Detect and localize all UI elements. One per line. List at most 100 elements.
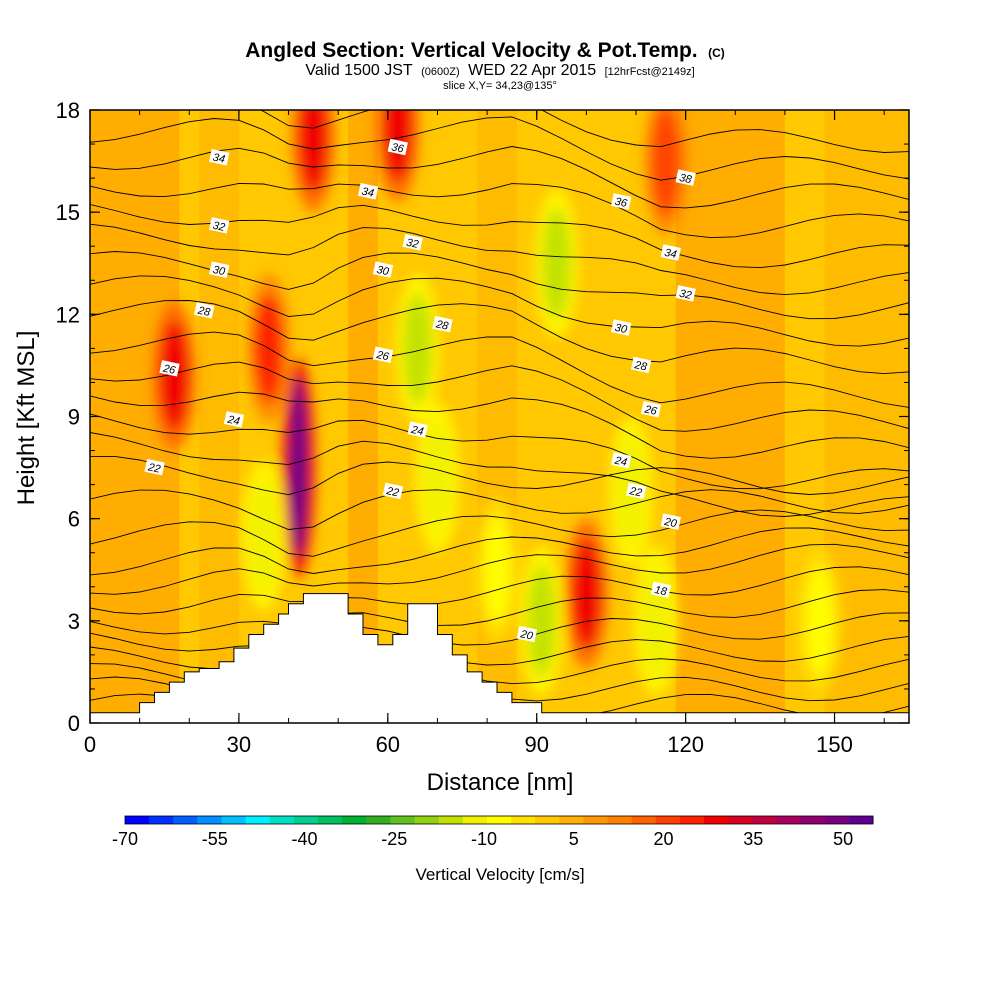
contour-label-box: [630, 356, 652, 374]
x-tick-label: 60: [376, 732, 400, 757]
y-tick-label: 18: [56, 98, 80, 123]
colorbar-frame: [124, 815, 874, 825]
contour-label-box: [209, 217, 230, 234]
contour-label-text: 26: [161, 362, 177, 377]
contour-label-text: 28: [633, 359, 649, 374]
colorbar-swatch: [631, 816, 657, 824]
contour-label-box: [194, 302, 215, 319]
contour-label-text: 32: [405, 237, 419, 251]
contour-label: 28: [432, 315, 453, 333]
contour-label-box: [209, 148, 230, 166]
contour-label: 30: [372, 261, 394, 278]
colorbar-swatch: [848, 816, 874, 824]
colorbar-tick-label: -40: [292, 829, 318, 849]
isentrope-line: [90, 566, 909, 615]
contour-label-box: [640, 400, 662, 418]
contour-label: 32: [402, 234, 423, 251]
y-tick-label: 6: [68, 507, 80, 532]
colorbar-swatch: [607, 816, 633, 824]
contour-label: 34: [660, 244, 681, 261]
colorbar-swatch: [125, 816, 150, 824]
isentrope-line: [90, 489, 909, 530]
contour-label: 30: [611, 319, 632, 336]
colorbar-swatch: [293, 816, 319, 824]
colorbar: [124, 815, 874, 825]
colorbar-tick-label: 35: [743, 829, 763, 849]
contour-label: 26: [372, 346, 394, 364]
contour-label-text: 20: [662, 516, 678, 531]
contour-label-box: [611, 319, 632, 336]
contour-label-box: [611, 452, 632, 469]
contour-label-text: 34: [663, 247, 677, 261]
contour-label-text: 22: [146, 461, 161, 475]
contour-label-box: [516, 625, 538, 643]
contour-label: 24: [611, 452, 632, 469]
colorbar-swatch: [342, 816, 367, 824]
colorbar-swatch: [245, 816, 271, 824]
velocity-cell-core: [651, 110, 680, 217]
contour-label-box: [675, 285, 696, 302]
x-tick-label: 0: [84, 732, 96, 757]
colorbar-swatch: [752, 816, 777, 824]
contour-label-box: [209, 261, 230, 278]
isentrope-line: [90, 275, 909, 347]
terrain: [90, 593, 909, 723]
x-axis-label: Distance [nm]: [427, 769, 574, 796]
colorbar-tick-label: -25: [381, 829, 407, 849]
colorbar-tick-label: -55: [202, 829, 228, 849]
x-tick-label: 150: [816, 732, 853, 757]
velocity-cell-core: [423, 422, 452, 533]
contour-label-box: [372, 346, 394, 363]
velocity-cell-core: [805, 565, 834, 676]
contour-label-text: 20: [518, 628, 534, 643]
isentrope-line: [90, 116, 909, 181]
colorbar-swatch: [535, 816, 560, 824]
contour-label: 32: [209, 217, 230, 234]
y-tick-label: 3: [68, 609, 80, 634]
contour-label-box: [382, 482, 404, 500]
contour-label-box: [357, 182, 379, 200]
contour-label-box: [387, 138, 408, 156]
contour-label-box: [625, 482, 647, 500]
velocity-cell-core: [403, 293, 432, 404]
plot-area: 34 32 30 28 26 24 22 36 34 32 30 28 26 24 22 36 38 34 32 30…: [90, 110, 909, 723]
colorbar-swatch: [462, 816, 488, 824]
contour-label-text: 26: [374, 349, 390, 364]
x-tick-label: 120: [667, 732, 704, 757]
colorbar-swatch: [318, 816, 343, 824]
contour-label-box: [675, 169, 696, 186]
y-tick-label: 0: [68, 711, 80, 736]
contour-label-box: [432, 315, 453, 333]
colorbar-tick-label: -70: [112, 829, 138, 849]
contour-label-text: 32: [212, 220, 226, 234]
colorbar-label: Vertical Velocity [cm/s]: [415, 865, 584, 884]
isentrope-line: [90, 182, 909, 239]
isentrope-line: [90, 223, 909, 296]
contour-label-text: 32: [678, 288, 692, 302]
contour-label: 32: [675, 285, 696, 302]
y-tick-label: 15: [56, 200, 80, 225]
contour-label-text: 24: [409, 424, 424, 438]
x-tick-label: 30: [227, 732, 251, 757]
colorbar-ticks: -70 -55 -40 -25 -10 5 20 35 50: [112, 829, 853, 849]
contour-label: 34: [209, 148, 230, 166]
contour-label-box: [660, 513, 681, 530]
contour-label-text: 26: [642, 403, 658, 418]
colorbar-tick-label: 20: [654, 829, 674, 849]
velocity-cell-core: [249, 480, 278, 591]
contour-label-text: 36: [390, 141, 405, 155]
contour-label-box: [144, 458, 165, 476]
contour-label: 22: [382, 482, 404, 500]
velocity-cell-core: [383, 110, 412, 183]
colorbar-swatch: [800, 816, 826, 824]
contour-label-text: 18: [653, 584, 668, 598]
slice-label: slice X,Y= 34,23@135°: [443, 80, 557, 92]
contour-label-box: [402, 234, 423, 251]
contour-label-box: [223, 411, 245, 428]
isentrope-line: [90, 543, 909, 595]
contour-label: 24: [407, 421, 428, 438]
contour-label: 18: [650, 581, 672, 599]
contour-label: 36: [387, 138, 408, 156]
isentrope-line: [90, 391, 909, 459]
contour-label-text: 22: [628, 485, 643, 499]
